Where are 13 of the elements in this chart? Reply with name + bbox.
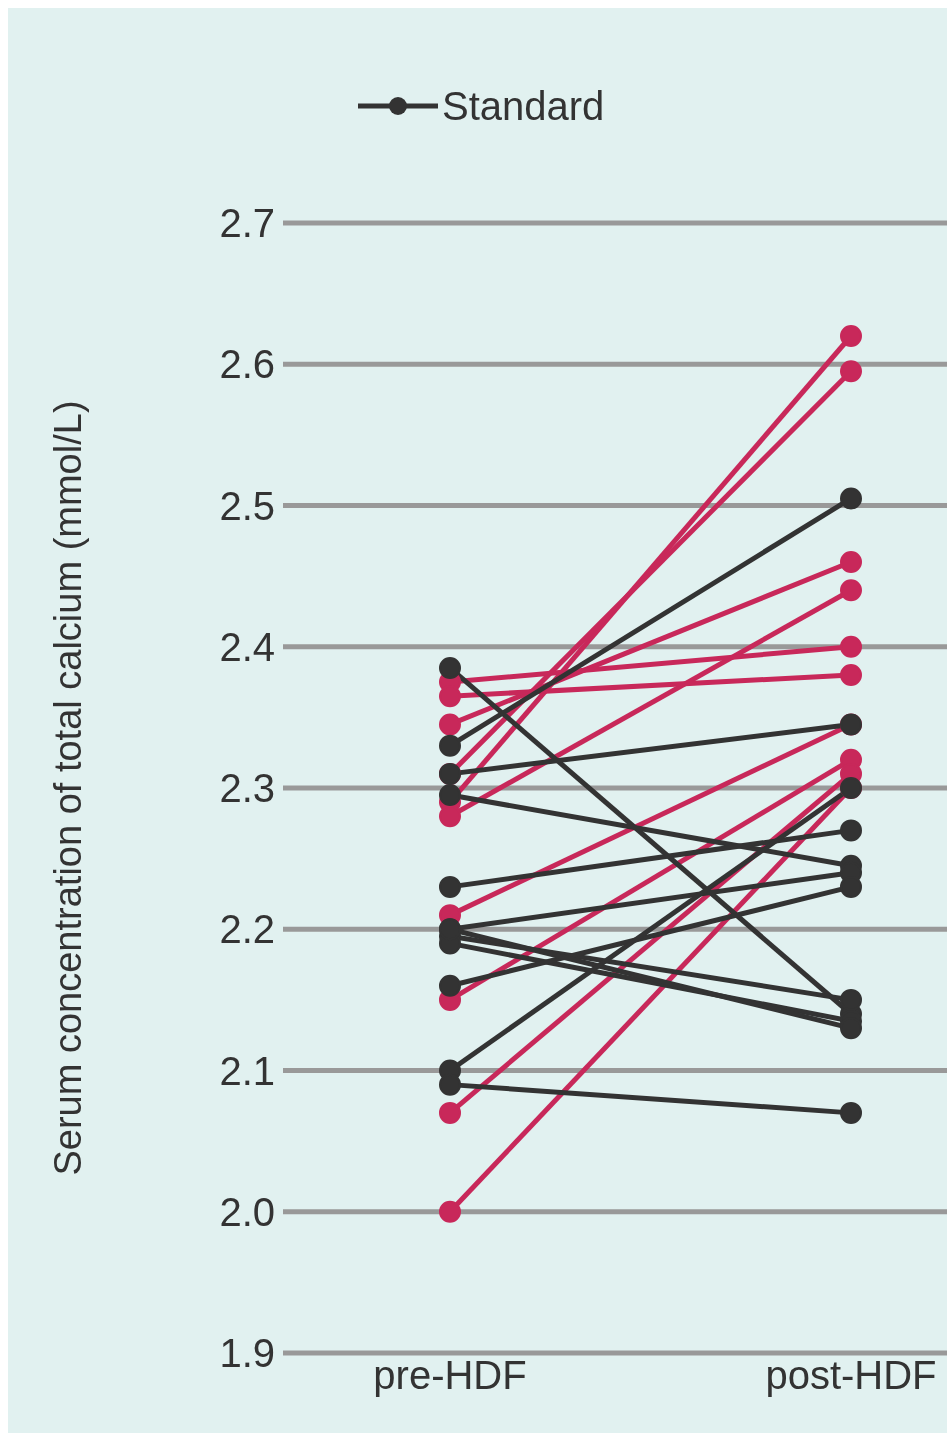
- y-tick-label: 2.3: [219, 766, 275, 811]
- y-tick-label: 2.6: [219, 342, 275, 387]
- y-tick-label: 2.1: [219, 1048, 275, 1093]
- y-tick-label: 2.7: [219, 201, 275, 246]
- legend-label: Standard: [442, 83, 605, 129]
- y-tick-label: 2.2: [219, 907, 275, 952]
- y-axis-title: Serum concentration of total calcium (mmol/L): [47, 400, 90, 1176]
- y-tick-label: 1.9: [219, 1331, 275, 1376]
- y-tick-label: 2.0: [219, 1189, 275, 1234]
- x-tick-label: pre-HDF: [373, 1353, 527, 1398]
- x-tick-label: post-HDF: [765, 1353, 937, 1398]
- y-tick-label: 2.5: [219, 483, 275, 528]
- y-tick-label: 2.4: [219, 624, 275, 669]
